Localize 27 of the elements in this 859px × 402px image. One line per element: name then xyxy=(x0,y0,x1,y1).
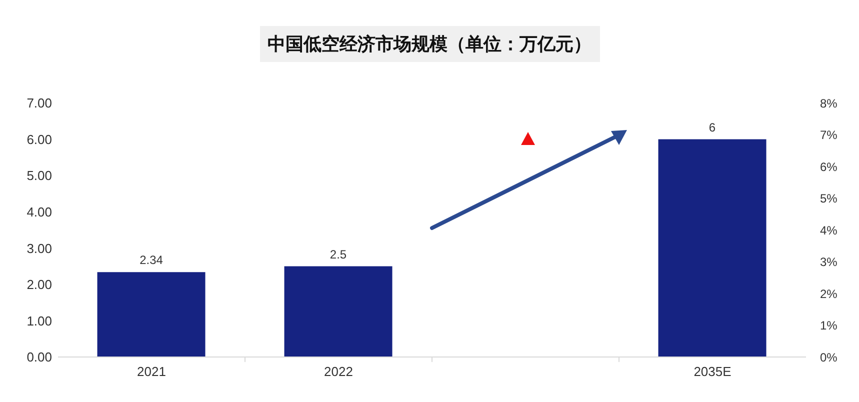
bar xyxy=(97,272,206,357)
y-tick-label: 6.00 xyxy=(26,132,52,147)
y2-tick-label: 1% xyxy=(820,318,838,333)
y2-tick-label: 6% xyxy=(820,160,838,174)
y2-tick-label: 7% xyxy=(820,128,838,142)
x-tick-label: 2021 xyxy=(137,364,166,379)
y2-tick-label: 4% xyxy=(820,223,838,238)
y-tick-label: 0.00 xyxy=(26,350,52,365)
x-tick-label: 2035E xyxy=(694,364,732,379)
data-label: 2.34 xyxy=(140,253,164,268)
y-tick-label: 3.00 xyxy=(26,240,52,256)
x-tick-label: 2022 xyxy=(324,364,353,379)
y-tick-label: 5.00 xyxy=(26,168,52,184)
chart-title: 中国低空经济市场规模（单位：万亿元） xyxy=(260,26,600,62)
bar xyxy=(284,266,392,357)
y2-tick-label: 2% xyxy=(820,286,838,301)
y-tick-label: 2.00 xyxy=(26,277,52,292)
y2-tick-label: 8% xyxy=(820,96,838,110)
y-tick-label: 1.00 xyxy=(26,313,52,328)
bar xyxy=(658,139,766,357)
y2-tick-label: 3% xyxy=(820,255,838,270)
data-label: 6 xyxy=(708,120,716,134)
y-tick-label: 7.00 xyxy=(26,96,52,111)
y-tick-label: 4.00 xyxy=(26,204,52,220)
y2-tick-label: 5% xyxy=(820,192,838,206)
y2-tick-label: 0% xyxy=(820,350,838,364)
data-label: 2.5 xyxy=(330,247,347,262)
